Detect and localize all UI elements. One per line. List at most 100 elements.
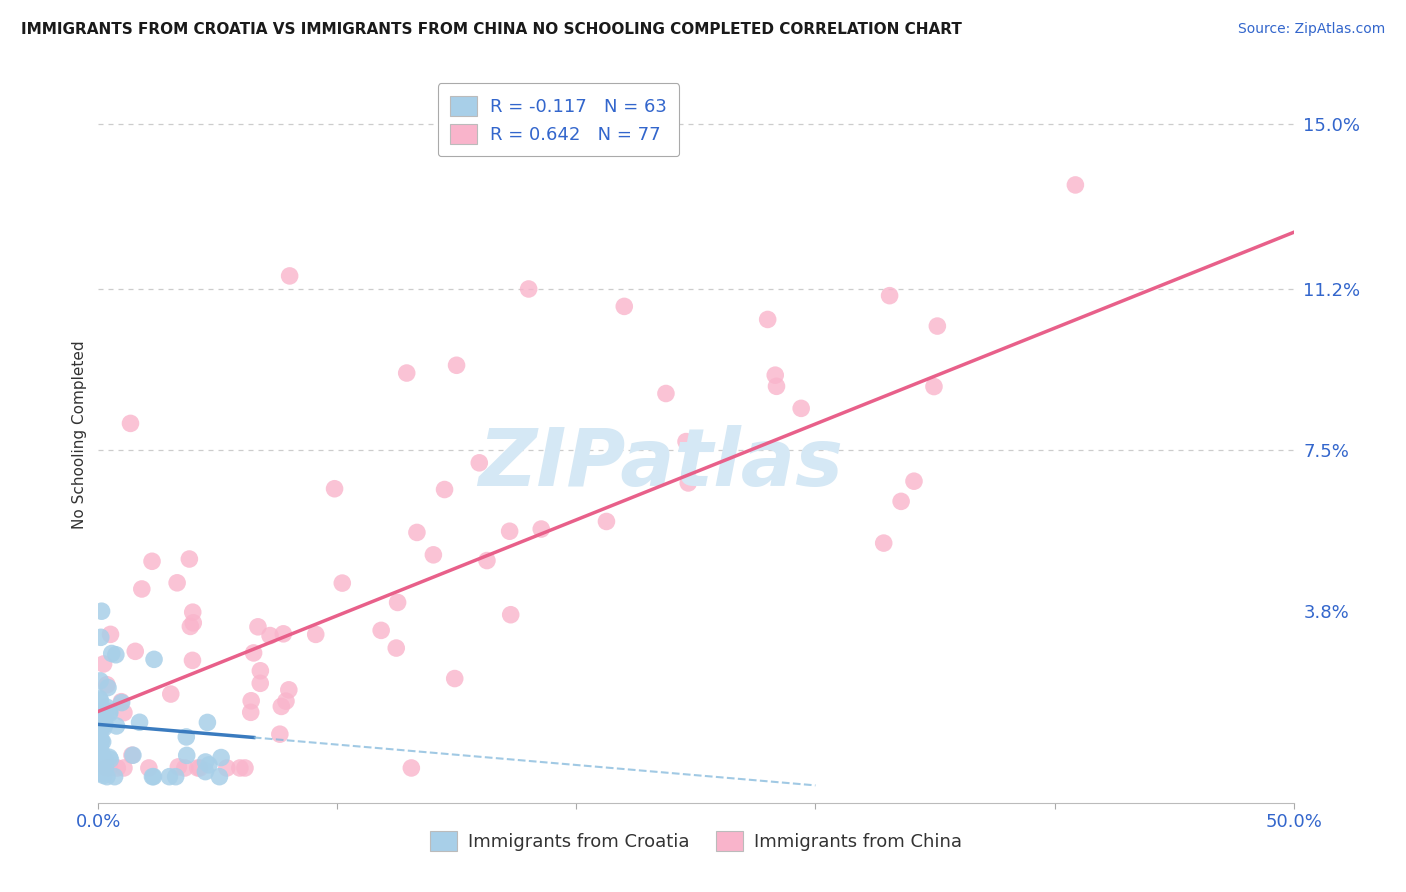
Point	[468, 456, 491, 470]
Point	[141, 770, 163, 784]
Point	[395, 366, 418, 380]
Point	[91, 704, 114, 718]
Point	[277, 682, 299, 697]
Point	[98, 761, 121, 775]
Point	[890, 494, 912, 508]
Point	[530, 522, 553, 536]
Point	[110, 695, 132, 709]
Point	[443, 672, 465, 686]
Point	[90, 766, 112, 780]
Point	[166, 575, 188, 590]
Point	[215, 761, 238, 775]
Point	[87, 741, 110, 756]
Point	[678, 475, 700, 490]
Point	[330, 576, 353, 591]
Point	[927, 319, 949, 334]
Point	[167, 760, 190, 774]
Point	[120, 417, 142, 431]
Point	[143, 652, 166, 666]
Point	[98, 750, 121, 764]
Point	[208, 770, 231, 784]
Point	[100, 647, 122, 661]
Point	[122, 748, 145, 763]
Point	[89, 708, 111, 723]
Point	[90, 604, 112, 618]
Point	[240, 694, 263, 708]
Point	[89, 739, 111, 754]
Point	[173, 761, 195, 775]
Point	[131, 582, 153, 596]
Point	[98, 706, 121, 721]
Point	[93, 768, 115, 782]
Point	[121, 748, 143, 763]
Point	[124, 644, 146, 658]
Point	[433, 483, 456, 497]
Point	[90, 759, 112, 773]
Legend: Immigrants from Croatia, Immigrants from China: Immigrants from Croatia, Immigrants from…	[420, 822, 972, 860]
Point	[93, 753, 115, 767]
Point	[112, 761, 135, 775]
Point	[89, 720, 111, 734]
Point	[401, 761, 423, 775]
Text: Source: ZipAtlas.com: Source: ZipAtlas.com	[1237, 22, 1385, 37]
Point	[198, 757, 221, 772]
Point	[197, 715, 219, 730]
Point	[498, 524, 520, 539]
Point	[112, 706, 135, 720]
Point	[194, 764, 217, 779]
Point	[194, 755, 217, 769]
Point	[406, 525, 429, 540]
Point	[873, 536, 896, 550]
Point	[613, 299, 636, 313]
Point	[90, 630, 112, 644]
Point	[278, 268, 301, 283]
Point	[91, 765, 114, 780]
Point	[94, 761, 117, 775]
Point	[165, 770, 187, 784]
Point	[157, 770, 180, 784]
Point	[176, 748, 198, 763]
Point	[89, 757, 111, 772]
Point	[111, 696, 134, 710]
Point	[98, 752, 121, 766]
Point	[179, 619, 201, 633]
Point	[89, 744, 111, 758]
Point	[90, 733, 112, 747]
Point	[370, 624, 392, 638]
Point	[90, 746, 112, 760]
Point	[181, 605, 204, 619]
Point	[209, 750, 232, 764]
Point	[446, 358, 468, 372]
Point	[87, 743, 110, 757]
Point	[756, 312, 779, 326]
Text: ZIPatlas: ZIPatlas	[478, 425, 842, 503]
Point	[91, 735, 114, 749]
Point	[176, 730, 198, 744]
Point	[655, 386, 678, 401]
Point	[179, 552, 201, 566]
Point	[96, 678, 118, 692]
Point	[141, 554, 163, 568]
Point	[105, 761, 128, 775]
Point	[87, 742, 110, 756]
Point	[790, 401, 813, 416]
Text: IMMIGRANTS FROM CROATIA VS IMMIGRANTS FROM CHINA NO SCHOOLING COMPLETED CORRELAT: IMMIGRANTS FROM CROATIA VS IMMIGRANTS FR…	[21, 22, 962, 37]
Point	[96, 700, 118, 714]
Point	[97, 681, 120, 695]
Point	[499, 607, 522, 622]
Point	[273, 627, 295, 641]
Point	[91, 704, 114, 718]
Point	[922, 379, 945, 393]
Point	[93, 722, 115, 736]
Point	[94, 717, 117, 731]
Point	[385, 641, 408, 656]
Point	[763, 368, 786, 383]
Point	[104, 648, 127, 662]
Point	[242, 646, 264, 660]
Point	[765, 379, 787, 393]
Point	[188, 761, 211, 775]
Point	[142, 770, 165, 784]
Point	[305, 627, 328, 641]
Point	[229, 761, 252, 775]
Point	[903, 474, 925, 488]
